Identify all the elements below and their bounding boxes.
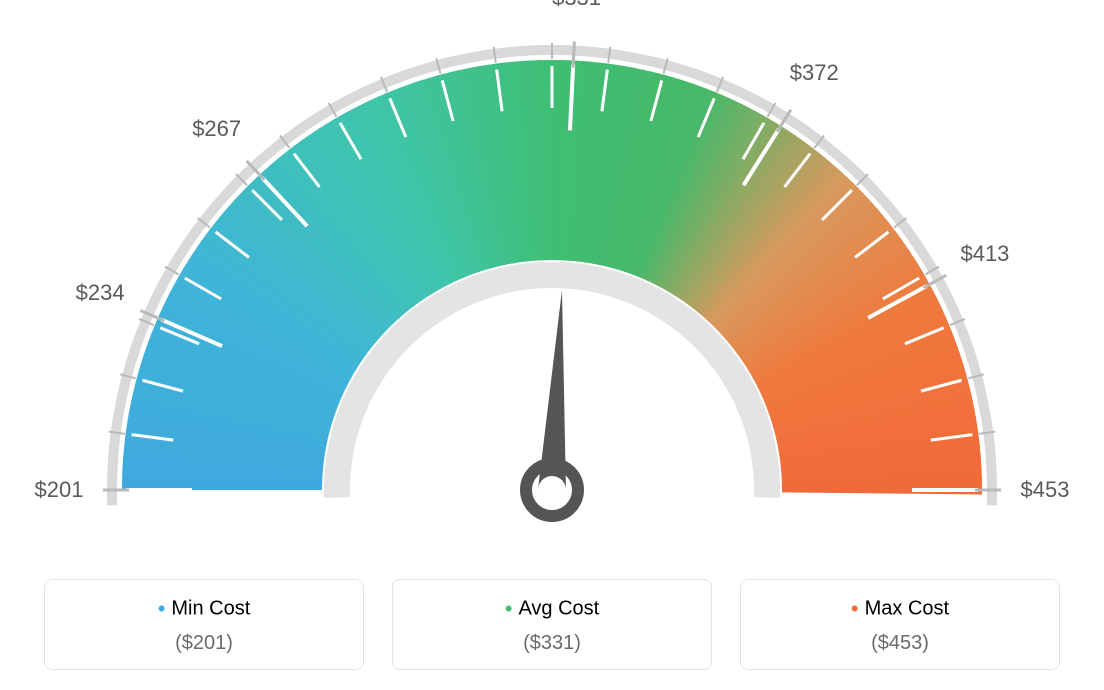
gauge-chart: $201 $234 $267 $331 $372 $413 $453 (0, 0, 1104, 560)
legend-max-title: • Max Cost (753, 596, 1047, 622)
legend-max-label: Max Cost (865, 597, 949, 619)
legend-min-label: Min Cost (171, 597, 250, 619)
gauge-tick-label: $331 (552, 0, 601, 11)
dot-icon: • (851, 596, 859, 621)
legend-card-max: • Max Cost ($453) (740, 579, 1060, 670)
legend-card-avg: •Avg Cost ($331) (392, 579, 712, 670)
legend-max-value: ($453) (753, 632, 1047, 655)
cost-gauge-widget: $201$234$267$331$372$413$453 •Min Cost (… (0, 0, 1104, 690)
legend-row: •Min Cost ($201) •Avg Cost ($331) •Max C… (0, 579, 1104, 670)
gauge-svg (0, 0, 1104, 560)
dot-icon: • (158, 596, 166, 621)
legend-avg-title: •Avg Cost (405, 596, 699, 622)
gauge-tick-label: $267 (192, 116, 241, 142)
legend-min-value: ($201) (57, 632, 351, 655)
legend-avg-value: ($331) (405, 632, 699, 655)
gauge-tick-label: $201 (35, 477, 84, 503)
gauge-tick-label: $234 (76, 280, 125, 306)
dot-icon: • (505, 596, 513, 621)
gauge-tick-label: $372 (790, 60, 839, 86)
legend-avg-label: Avg Cost (518, 597, 599, 619)
gauge-tick-label: $453 (1021, 477, 1070, 503)
legend-min-title: •Min Cost (57, 596, 351, 622)
gauge-tick-label: $413 (960, 241, 1009, 267)
legend-card-min: •Min Cost ($201) (44, 579, 364, 670)
